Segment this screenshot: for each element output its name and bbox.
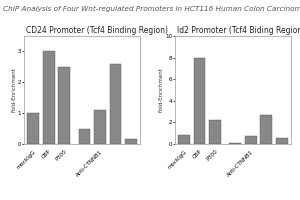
Bar (230, 143, 241, 144)
Bar (79, 129, 90, 144)
Bar (178, 135, 190, 144)
Bar (245, 136, 256, 144)
Bar (94, 110, 106, 144)
Y-axis label: Fold-Enrichment: Fold-Enrichment (11, 68, 16, 112)
Bar (209, 120, 221, 144)
Bar (28, 113, 39, 144)
Bar (125, 139, 136, 144)
Text: CD24 Promoter (Tcf4 Binding Region): CD24 Promoter (Tcf4 Binding Region) (26, 26, 168, 35)
Y-axis label: Fold-Enrichment: Fold-Enrichment (159, 68, 164, 112)
Bar (194, 58, 206, 144)
Text: ChIP Analysis of Four Wnt-regulated Promoters in HCT116 Human Colon Carcinoma: ChIP Analysis of Four Wnt-regulated Prom… (3, 6, 300, 12)
Bar (110, 64, 121, 144)
Bar (276, 138, 287, 144)
Bar (260, 115, 272, 144)
Text: Id2 Promoter (Tcf4 Biding Region): Id2 Promoter (Tcf4 Biding Region) (177, 26, 300, 35)
Bar (58, 67, 70, 144)
Bar (43, 51, 55, 144)
